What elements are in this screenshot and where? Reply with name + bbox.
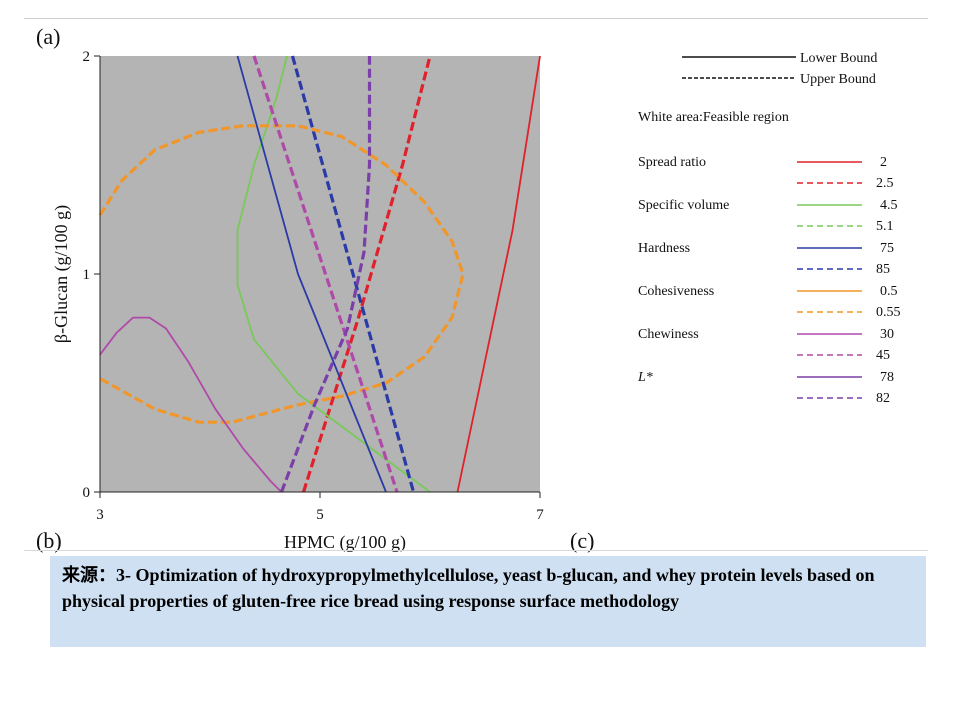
bottom-divider [24, 550, 928, 551]
x-axis-label: HPMC (g/100 g) [284, 532, 406, 553]
series-hardness-solid [236, 55, 387, 493]
series-spread-solid [456, 55, 541, 493]
legend-upper-value: 5.1 [876, 219, 894, 234]
legend-upper-value: 45 [876, 348, 890, 363]
x-tick-label: 5 [316, 507, 324, 523]
legend-upper-value: 0.55 [876, 305, 901, 320]
panel-label-a: (a) [36, 24, 61, 49]
caption-prefix: 来源： [62, 565, 116, 585]
series-chewiness-dashed [252, 55, 399, 493]
legend-lower-value: 78 [880, 370, 894, 385]
series-chewiness-solid [99, 316, 283, 493]
legend-upper-value: 2.5 [876, 176, 894, 191]
legend-lower-value: 4.5 [880, 198, 898, 213]
source-caption: 来源：3- Optimization of hydroxypropylmethy… [50, 556, 926, 647]
legend-property: Hardness [638, 241, 690, 256]
legend-property: Chewiness [638, 327, 699, 342]
legend-property: Spread ratio [638, 155, 706, 170]
y-axis-label: β-Glucan (g/100 g) [51, 205, 72, 343]
y-tick-label: 0 [83, 485, 91, 501]
chart-legend: Lower Bound Upper Bound White area:Feasibl… [637, 51, 901, 406]
x-tick-label: 3 [96, 507, 104, 523]
panel-label-c: (c) [570, 528, 595, 553]
top-divider [24, 18, 928, 19]
legend-upper-value: 85 [876, 262, 890, 277]
plot-area [100, 56, 540, 492]
legend-lower-value: 30 [880, 327, 894, 342]
legend-bound-label: Lower Bound [800, 51, 877, 66]
panel-label-b: (b) [36, 528, 62, 553]
legend-bound-label: Upper Bound [800, 72, 876, 87]
legend-lower-value: 2 [880, 155, 887, 170]
legend-lower-value: 75 [880, 241, 894, 256]
contour-plot: 3 5 7 0 1 2 HPMC (g/100 g) β-Glucan (g/100 g) [51, 49, 544, 553]
x-tick-label: 7 [536, 507, 544, 523]
legend-upper-value: 82 [876, 391, 890, 406]
series-specific_volume-solid [236, 55, 431, 493]
y-tick-label: 2 [83, 49, 91, 65]
legend-note: White area:Feasible region [638, 110, 789, 125]
y-tick-label: 1 [83, 267, 91, 283]
caption-text: 3- Optimization of hydroxypropylmethylce… [62, 565, 875, 611]
series-hardness-dashed [290, 55, 416, 493]
legend-property: L* [637, 370, 653, 385]
series-lstar-dashed [280, 56, 372, 493]
legend-lower-value: 0.5 [880, 284, 898, 299]
legend-property: Cohesiveness [638, 284, 714, 299]
series-spread-dashed [301, 55, 432, 493]
legend-property: Specific volume [638, 198, 729, 213]
series-cohesiveness-dashed [98, 124, 465, 424]
